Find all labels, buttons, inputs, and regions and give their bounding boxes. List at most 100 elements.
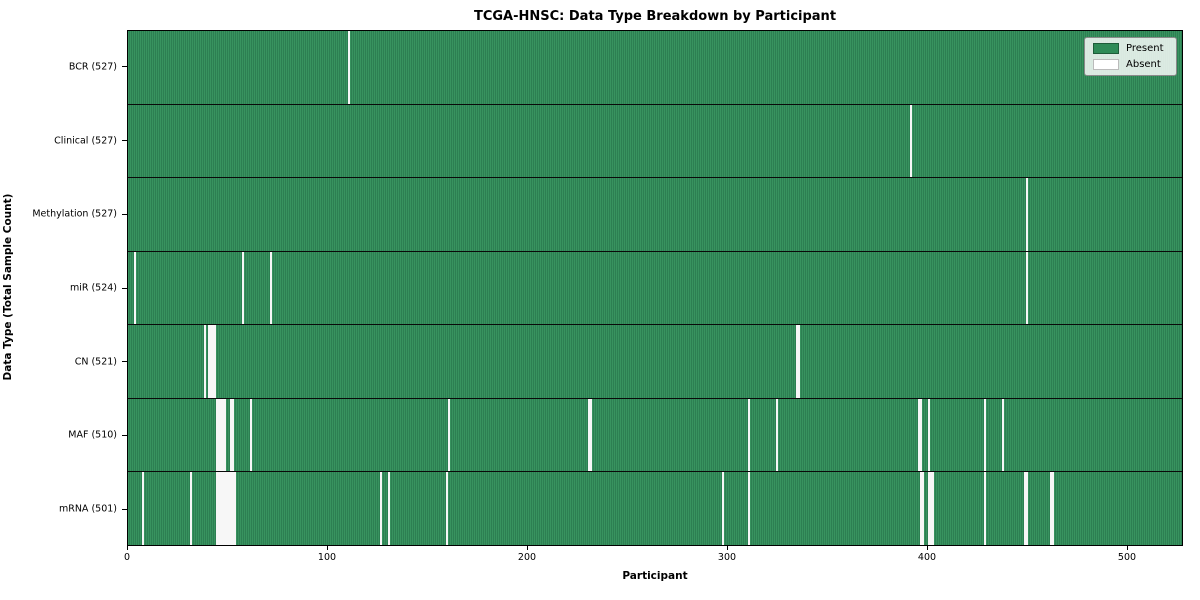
absent-stripe <box>446 472 448 546</box>
absent-stripe <box>208 325 210 398</box>
absent-stripe <box>380 472 382 546</box>
legend-entry-absent: Absent <box>1093 59 1168 70</box>
x-tick-mark <box>527 546 528 550</box>
absent-stripe <box>1002 398 1004 472</box>
absent-stripe <box>984 472 986 546</box>
absent-stripe <box>212 325 214 398</box>
absent-stripe <box>250 398 252 472</box>
absent-stripe <box>142 472 144 546</box>
absent-stripe <box>388 472 390 546</box>
x-tick-mark <box>327 546 328 550</box>
absent-stripe <box>230 472 232 546</box>
heatmap-row-mRNA <box>128 472 1182 546</box>
legend-label: Absent <box>1126 59 1161 70</box>
y-tick-mark <box>122 66 127 68</box>
absent-stripe <box>922 472 924 546</box>
absent-stripe <box>232 472 234 546</box>
absent-stripe <box>1050 472 1052 546</box>
absent-stripe <box>910 104 912 178</box>
heatmap-row-Clinical <box>128 104 1182 179</box>
x-tick-label: 100 <box>317 552 337 563</box>
absent-stripe <box>222 472 224 546</box>
heatmap-row-MAF <box>128 398 1182 473</box>
y-tick-label-miR: miR (524) <box>69 282 117 294</box>
absent-stripe <box>590 398 592 472</box>
heatmap-row-miR <box>128 251 1182 326</box>
y-axis-ticks: BCR (527) Clinical (527) Methylation (527)… <box>0 30 127 546</box>
legend: Present Absent <box>1084 37 1177 76</box>
absent-stripe <box>920 472 922 546</box>
x-axis-ticks: 0 100 200 300 400 500 <box>124 546 1183 568</box>
x-tick-mark <box>927 546 928 550</box>
chart-title: TCGA-HNSC: Data Type Breakdown by Partic… <box>473 9 837 24</box>
absent-stripe <box>984 398 986 472</box>
heatmap-row-CN <box>128 325 1182 399</box>
y-tick-mark <box>122 213 127 215</box>
absent-stripe <box>1026 251 1028 325</box>
absent-stripe <box>218 398 220 472</box>
x-axis-label: Participant <box>622 570 688 582</box>
absent-stripe <box>930 472 932 546</box>
legend-label: Present <box>1126 43 1164 54</box>
x-tick-label: 200 <box>517 552 537 563</box>
absent-stripe <box>216 398 218 472</box>
x-tick-label: 500 <box>1117 552 1137 563</box>
absent-stripe <box>270 251 272 325</box>
y-tick-label-Methylation: Methylation (527) <box>32 208 117 220</box>
absent-stripe <box>1052 472 1054 546</box>
absent-stripe <box>220 398 222 472</box>
absent-stripe <box>228 472 230 546</box>
legend-swatch-present <box>1093 43 1119 54</box>
absent-stripe <box>918 398 920 472</box>
absent-stripe <box>722 472 724 546</box>
x-tick-mark <box>1127 546 1128 550</box>
absent-stripe <box>204 325 206 398</box>
absent-stripe <box>928 472 930 546</box>
y-tick-label-MAF: MAF (510) <box>68 429 117 441</box>
x-tick-mark <box>127 546 128 550</box>
absent-stripe <box>242 251 244 325</box>
absent-stripe <box>928 398 930 472</box>
absent-stripe <box>214 325 216 398</box>
heatmap-row-Methylation <box>128 178 1182 252</box>
absent-stripe <box>798 325 800 398</box>
absent-stripe <box>348 31 350 104</box>
y-tick-mark <box>122 508 127 510</box>
legend-entry-present: Present <box>1093 43 1168 54</box>
absent-stripe <box>224 398 226 472</box>
absent-stripe <box>222 398 224 472</box>
y-tick-mark <box>122 287 127 289</box>
absent-stripe <box>1024 472 1026 546</box>
absent-stripe <box>190 472 192 546</box>
absent-stripe <box>226 472 228 546</box>
absent-stripe <box>796 325 798 398</box>
absent-stripe <box>218 472 220 546</box>
legend-swatch-absent <box>1093 59 1119 70</box>
y-tick-mark <box>122 361 127 363</box>
y-tick-label-BCR: BCR (527) <box>68 61 117 73</box>
absent-stripe <box>230 398 232 472</box>
heatmap-row-BCR <box>128 31 1182 105</box>
y-tick-mark <box>122 140 127 142</box>
absent-stripe <box>234 472 236 546</box>
absent-stripe <box>232 398 234 472</box>
y-tick-label-Clinical: Clinical (527) <box>54 135 117 147</box>
absent-stripe <box>1026 178 1028 251</box>
x-tick-label: 300 <box>717 552 737 563</box>
absent-stripe <box>748 472 750 546</box>
absent-stripe <box>448 398 450 472</box>
absent-stripe <box>920 398 922 472</box>
absent-stripe <box>1026 472 1028 546</box>
absent-stripe <box>932 472 934 546</box>
absent-stripe <box>216 472 218 546</box>
absent-stripe <box>210 325 212 398</box>
absent-stripe <box>748 398 750 472</box>
x-tick-mark <box>727 546 728 550</box>
absent-stripe <box>224 472 226 546</box>
absent-stripe <box>588 398 590 472</box>
plot-area <box>127 30 1183 546</box>
y-tick-mark <box>122 434 127 436</box>
absent-stripe <box>776 398 778 472</box>
absent-stripe <box>220 472 222 546</box>
